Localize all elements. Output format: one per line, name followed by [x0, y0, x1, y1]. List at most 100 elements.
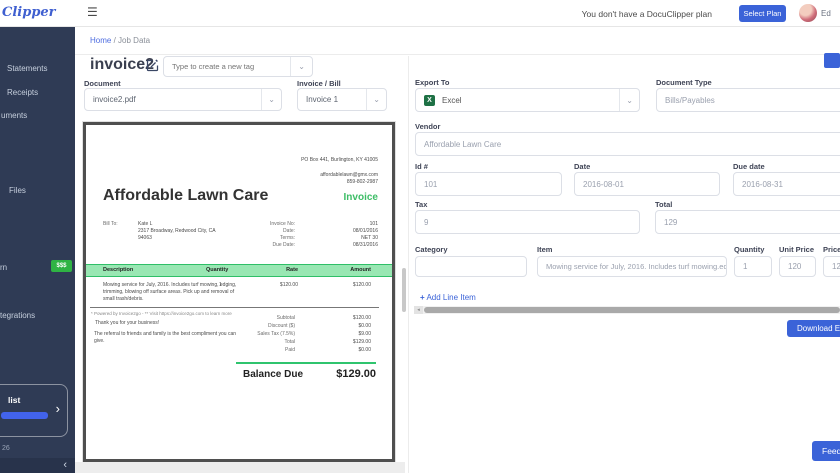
- sidebar-item-documents[interactable]: uments: [1, 111, 28, 120]
- unit-price-label: Unit Price: [779, 245, 815, 254]
- invoice-line-amount: $120.00: [352, 282, 371, 288]
- download-excel-button[interactable]: Download Excel: [787, 320, 840, 337]
- edit-title-icon[interactable]: [145, 58, 160, 78]
- invoice-table-header: Description Quantity Rate Amount: [86, 264, 392, 277]
- total-label: Total: [655, 200, 673, 209]
- price-input[interactable]: 120: [823, 256, 840, 277]
- sidebar-item-statements[interactable]: Statements: [7, 64, 48, 73]
- chevron-right-icon[interactable]: ›: [55, 401, 60, 416]
- chevron-down-icon[interactable]: ⌄: [366, 89, 386, 110]
- add-line-item-link[interactable]: + Add Line Item: [420, 293, 476, 302]
- invoice-line-quantity: 1: [219, 282, 222, 288]
- document-select[interactable]: invoice2.pdf ⌄: [84, 88, 282, 111]
- due-date-input[interactable]: 2016-08-31: [733, 172, 840, 196]
- invoice-summary-values: $120.00 $0.00 $9.00 $129.00 $0.00: [352, 315, 371, 353]
- invoice-address: PO Box 441, Burlington, KY 41005: [301, 157, 378, 163]
- checklist-card[interactable]: list ›: [0, 384, 68, 437]
- sidebar: Statements Receipts uments Files rn $$$ …: [0, 27, 75, 473]
- bill-to-line: Kate L: [138, 221, 153, 227]
- avatar[interactable]: [799, 4, 817, 22]
- bill-to-line: 2317 Broadway, Redwood City, CA: [138, 228, 216, 234]
- invoice-preview-page: PO Box 441, Burlington, KY 41005 afforda…: [83, 122, 395, 462]
- document-label: Document: [84, 79, 121, 88]
- date-input[interactable]: 2016-08-01: [574, 172, 720, 196]
- invoice-footnote: * Powered by Invoice2go - ** Visit https…: [91, 311, 232, 316]
- excel-icon: X: [424, 94, 435, 106]
- feedback-button[interactable]: Feedback: [812, 441, 840, 461]
- balance-due-value: $129.00: [336, 368, 376, 380]
- invoice-phone: 859-802-2987: [346, 179, 378, 185]
- checklist-progress-bar: [1, 412, 48, 419]
- document-type-input[interactable]: Bills/Payables: [656, 88, 840, 112]
- document-type-label: Document Type: [656, 78, 712, 87]
- date-label: Date: [574, 162, 591, 171]
- breadcrumb-separator: /: [113, 36, 116, 45]
- form-hscroll-thumb[interactable]: [424, 307, 840, 313]
- tag-input[interactable]: [164, 62, 291, 71]
- sidebar-item-earn[interactable]: rn: [0, 263, 8, 272]
- quantity-input[interactable]: 1: [734, 256, 772, 277]
- due-date-label: Due date: [733, 162, 765, 171]
- page-title: invoice2: [90, 56, 155, 73]
- invoice-meta-values: 101 08/01/2016 NET 30 08/31/2016: [352, 221, 378, 248]
- export-to-select[interactable]: X Excel ⌄: [415, 88, 640, 112]
- app-logo: Clipper: [2, 5, 56, 20]
- id-input[interactable]: 101: [415, 172, 562, 196]
- id-label: Id #: [415, 162, 428, 171]
- preview-vscroll-thumb[interactable]: [402, 268, 406, 312]
- category-input[interactable]: [415, 256, 527, 277]
- export-to-value: Excel: [442, 95, 462, 105]
- invoice-line-description: Mowing service for July, 2016. Includes …: [103, 282, 237, 302]
- export-to-label: Export To: [415, 78, 450, 87]
- breadcrumb-bar: Home / Job Data: [75, 27, 840, 55]
- invoice-line-rate: $120.00: [279, 282, 298, 288]
- sidebar-item-receipts[interactable]: Receipts: [7, 88, 39, 97]
- checklist-title: list: [8, 395, 21, 405]
- sidebar-footer: ‹: [0, 458, 75, 473]
- invoice-email: affordablelawn@gmx.com: [320, 172, 378, 178]
- balance-due-rule: [236, 362, 376, 364]
- chevron-down-icon[interactable]: ⌄: [290, 57, 312, 76]
- preview-hscroll-track[interactable]: [75, 462, 405, 473]
- vendor-input[interactable]: Affordable Lawn Care: [415, 132, 840, 156]
- invoice-bill-select[interactable]: Invoice 1 ⌄: [297, 88, 387, 111]
- breadcrumb-home-link[interactable]: Home: [90, 36, 112, 45]
- earn-badge: $$$: [51, 260, 72, 272]
- tax-input[interactable]: 9: [415, 210, 640, 234]
- item-input[interactable]: Mowing service for July, 2016. Includes …: [537, 256, 727, 277]
- unit-price-input[interactable]: 120: [779, 256, 816, 277]
- invoice-divider: [90, 307, 379, 308]
- top-header: Clipper ☰ You don't have a DocuClipper p…: [0, 0, 840, 27]
- invoice-bill-select-value: Invoice 1: [306, 95, 339, 104]
- invoice-bill-label: Invoice / Bill: [297, 79, 341, 88]
- category-label: Category: [415, 245, 448, 254]
- chevron-down-icon[interactable]: ⌄: [261, 89, 281, 110]
- invoice-doc-title: Invoice: [343, 192, 378, 203]
- sidebar-item-files[interactable]: Files: [9, 186, 26, 195]
- document-select-value: invoice2.pdf: [93, 95, 136, 104]
- quantity-label: Quantity: [734, 245, 765, 254]
- tag-input-wrapper[interactable]: ⌄: [163, 56, 313, 77]
- balance-due-label: Balance Due: [243, 369, 304, 380]
- collapse-sidebar-icon[interactable]: ‹: [63, 459, 67, 471]
- toolbar-action-button[interactable]: [824, 53, 840, 68]
- plan-notice: You don't have a DocuClipper plan: [581, 9, 712, 19]
- select-plan-button[interactable]: Select Plan: [739, 5, 786, 22]
- invoice-referral: The referral to friends and family is th…: [94, 331, 237, 344]
- version-text: 26: [2, 445, 10, 452]
- item-label: Item: [537, 245, 553, 254]
- breadcrumb-current: Job Data: [118, 36, 151, 45]
- form-hscroll-track[interactable]: ◂: [414, 306, 840, 314]
- scroll-left-arrow-icon[interactable]: ◂: [414, 306, 423, 314]
- hamburger-menu-icon[interactable]: ☰: [87, 5, 98, 19]
- invoice-thanks: Thank you for your business!: [95, 320, 160, 326]
- total-input[interactable]: 129: [655, 210, 840, 234]
- chevron-down-icon[interactable]: ⌄: [619, 89, 639, 111]
- price-label: Price: [823, 245, 840, 254]
- sidebar-item-integrations[interactable]: tegrations: [0, 311, 36, 320]
- user-name[interactable]: Ed: [821, 9, 831, 18]
- invoice-company-name: Affordable Lawn Care: [103, 187, 269, 204]
- invoice-meta-labels: Invoice No: Date: Terms: Due Date:: [269, 221, 295, 248]
- vendor-label: Vendor: [415, 122, 441, 131]
- plus-icon: +: [420, 293, 425, 302]
